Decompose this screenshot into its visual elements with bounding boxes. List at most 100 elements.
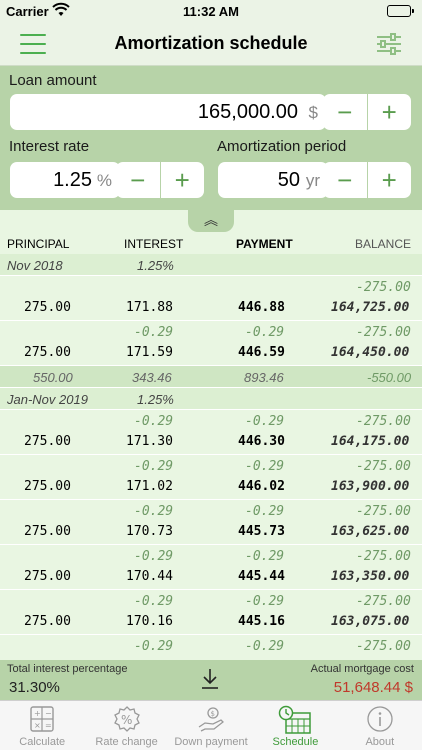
interest-cell: 171.88: [126, 300, 173, 315]
loan-amount-field[interactable]: 165,000.00 $: [10, 94, 326, 130]
menu-icon[interactable]: [20, 34, 46, 54]
wifi-icon: [52, 2, 70, 21]
tab-about[interactable]: About: [338, 701, 422, 750]
svg-text:$: $: [211, 710, 215, 718]
total-interest-label: Total interest percentage: [7, 663, 128, 675]
change-balance: -275.00: [356, 280, 411, 295]
payment-cell: 446.88: [238, 300, 285, 315]
change-interest: -0.29: [134, 459, 174, 474]
change-interest: -0.29: [134, 594, 174, 609]
principal-cell: 275.00: [24, 479, 71, 494]
change-payment: -0.29: [245, 414, 285, 429]
loan-amount-value: 165,000.00: [197, 101, 298, 123]
interest-cell: 170.44: [126, 569, 173, 584]
loan-decrement-button[interactable]: −: [337, 97, 353, 127]
payment-cell: 445.16: [238, 614, 285, 629]
table-row: -0.29 -0.29 -275.00 275.00 170.44 445.44 163,3…: [0, 545, 422, 590]
amortization-period-value: 50: [277, 169, 300, 191]
amortization-period-field[interactable]: 50 yr: [218, 162, 328, 198]
status-bar: Carrier 11:32 AM: [0, 0, 422, 22]
payment-cell: 446.30: [238, 434, 285, 449]
summary-footer: Total interest percentage 31.30% Actual …: [0, 660, 422, 700]
payment-cell: 446.02: [238, 479, 285, 494]
collapse-panel-button[interactable]: ︽: [188, 210, 234, 232]
calculator-icon: + − × =: [28, 705, 56, 733]
mortgage-cost-label: Actual mortgage cost: [310, 663, 414, 675]
principal-cell: 275.00: [24, 434, 71, 449]
battery-icon: [387, 5, 414, 17]
info-icon: [366, 705, 394, 733]
schedule-icon: [279, 705, 312, 734]
page-title: Amortization schedule: [114, 33, 308, 53]
tab-bar: + − × = Calculate % Rate change $ Down paym…: [0, 700, 422, 750]
clock: 11:32 AM: [183, 4, 239, 19]
tab-rate-change[interactable]: % Rate change: [84, 701, 168, 750]
subtotal-principal: 550.00: [33, 370, 73, 385]
change-payment: -0.29: [245, 594, 285, 609]
payment-cell: 445.44: [238, 569, 285, 584]
svg-text:=: =: [45, 721, 52, 730]
change-interest: -0.29: [134, 414, 174, 429]
change-balance: -275.00: [356, 414, 411, 429]
principal-cell: 275.00: [24, 345, 71, 360]
period-row: Nov 2018 1.25%: [0, 254, 422, 276]
download-icon[interactable]: [200, 668, 220, 695]
balance-cell: 164,175.00: [331, 434, 410, 449]
table-row: -275.00 275.00 171.88 446.88 164,725.00: [0, 276, 422, 321]
change-payment: -0.29: [245, 549, 285, 564]
hand-money-icon: $: [197, 705, 225, 733]
period-rate: 1.25%: [137, 392, 174, 407]
change-balance: -275.00: [356, 504, 411, 519]
tab-calculate[interactable]: + − × = Calculate: [0, 701, 84, 750]
loan-increment-button[interactable]: +: [381, 97, 397, 127]
principal-cell: 275.00: [24, 569, 71, 584]
table-row: -0.29 -0.29 -275.00 275.00 171.59 446.59 164,4…: [0, 321, 422, 366]
rate-decrement-button[interactable]: −: [130, 165, 146, 195]
tab-down-payment[interactable]: $ Down payment: [169, 701, 253, 750]
nav-bar: Amortization schedule: [0, 22, 422, 66]
table-row: -0.29 -0.29 -275.00 275.00 170.16 445.16 163,0…: [0, 590, 422, 635]
interest-cell: 170.16: [126, 614, 173, 629]
payment-cell: 445.73: [238, 524, 285, 539]
principal-cell: 275.00: [24, 614, 71, 629]
change-interest: -0.29: [134, 549, 174, 564]
payment-cell: 446.59: [238, 345, 285, 360]
principal-cell: 275.00: [24, 300, 71, 315]
table-row: -0.29 -0.29 -275.00: [0, 635, 422, 660]
schedule-table[interactable]: PRINCIPAL INTEREST PAYMENT BALANCE Nov 2…: [0, 210, 422, 660]
period-rate: 1.25%: [137, 258, 174, 273]
svg-text:+: +: [34, 709, 41, 718]
amortization-period-stepper[interactable]: − +: [323, 162, 411, 198]
change-interest: -0.29: [134, 504, 174, 519]
period-decrement-button[interactable]: −: [337, 165, 353, 195]
interest-rate-unit: %: [96, 171, 112, 190]
settings-sliders-icon[interactable]: [376, 32, 402, 56]
loan-amount-stepper[interactable]: − +: [323, 94, 411, 130]
loan-amount-unit: $: [308, 103, 318, 122]
interest-rate-value: 1.25: [53, 169, 92, 191]
change-balance: -275.00: [356, 549, 411, 564]
interest-cell: 171.02: [126, 479, 173, 494]
period-increment-button[interactable]: +: [381, 165, 397, 195]
change-interest: -0.29: [134, 325, 174, 340]
svg-text:%: %: [121, 713, 132, 727]
tab-schedule[interactable]: Schedule: [253, 701, 337, 750]
interest-cell: 170.73: [126, 524, 173, 539]
header-interest: INTEREST: [124, 237, 184, 251]
interest-rate-field[interactable]: 1.25 %: [10, 162, 120, 198]
table-row: -0.29 -0.29 -275.00 275.00 170.73 445.73 163,6…: [0, 500, 422, 545]
change-interest: -0.29: [134, 639, 174, 654]
interest-rate-stepper[interactable]: − +: [116, 162, 204, 198]
balance-cell: 164,725.00: [331, 300, 410, 315]
period-label: Jan-Nov 2019: [7, 392, 88, 407]
amortization-period-label: Amortization period: [217, 138, 347, 155]
change-balance: -275.00: [356, 459, 411, 474]
rate-increment-button[interactable]: +: [174, 165, 190, 195]
carrier-label: Carrier: [6, 4, 49, 19]
interest-cell: 171.30: [126, 434, 173, 449]
header-payment: PAYMENT: [236, 237, 293, 251]
balance-cell: 163,075.00: [331, 614, 410, 629]
tab-label: Down payment: [174, 736, 248, 748]
table-row: -0.29 -0.29 -275.00 275.00 171.02 446.02 163,9…: [0, 455, 422, 500]
total-interest-value: 31.30%: [9, 679, 60, 696]
